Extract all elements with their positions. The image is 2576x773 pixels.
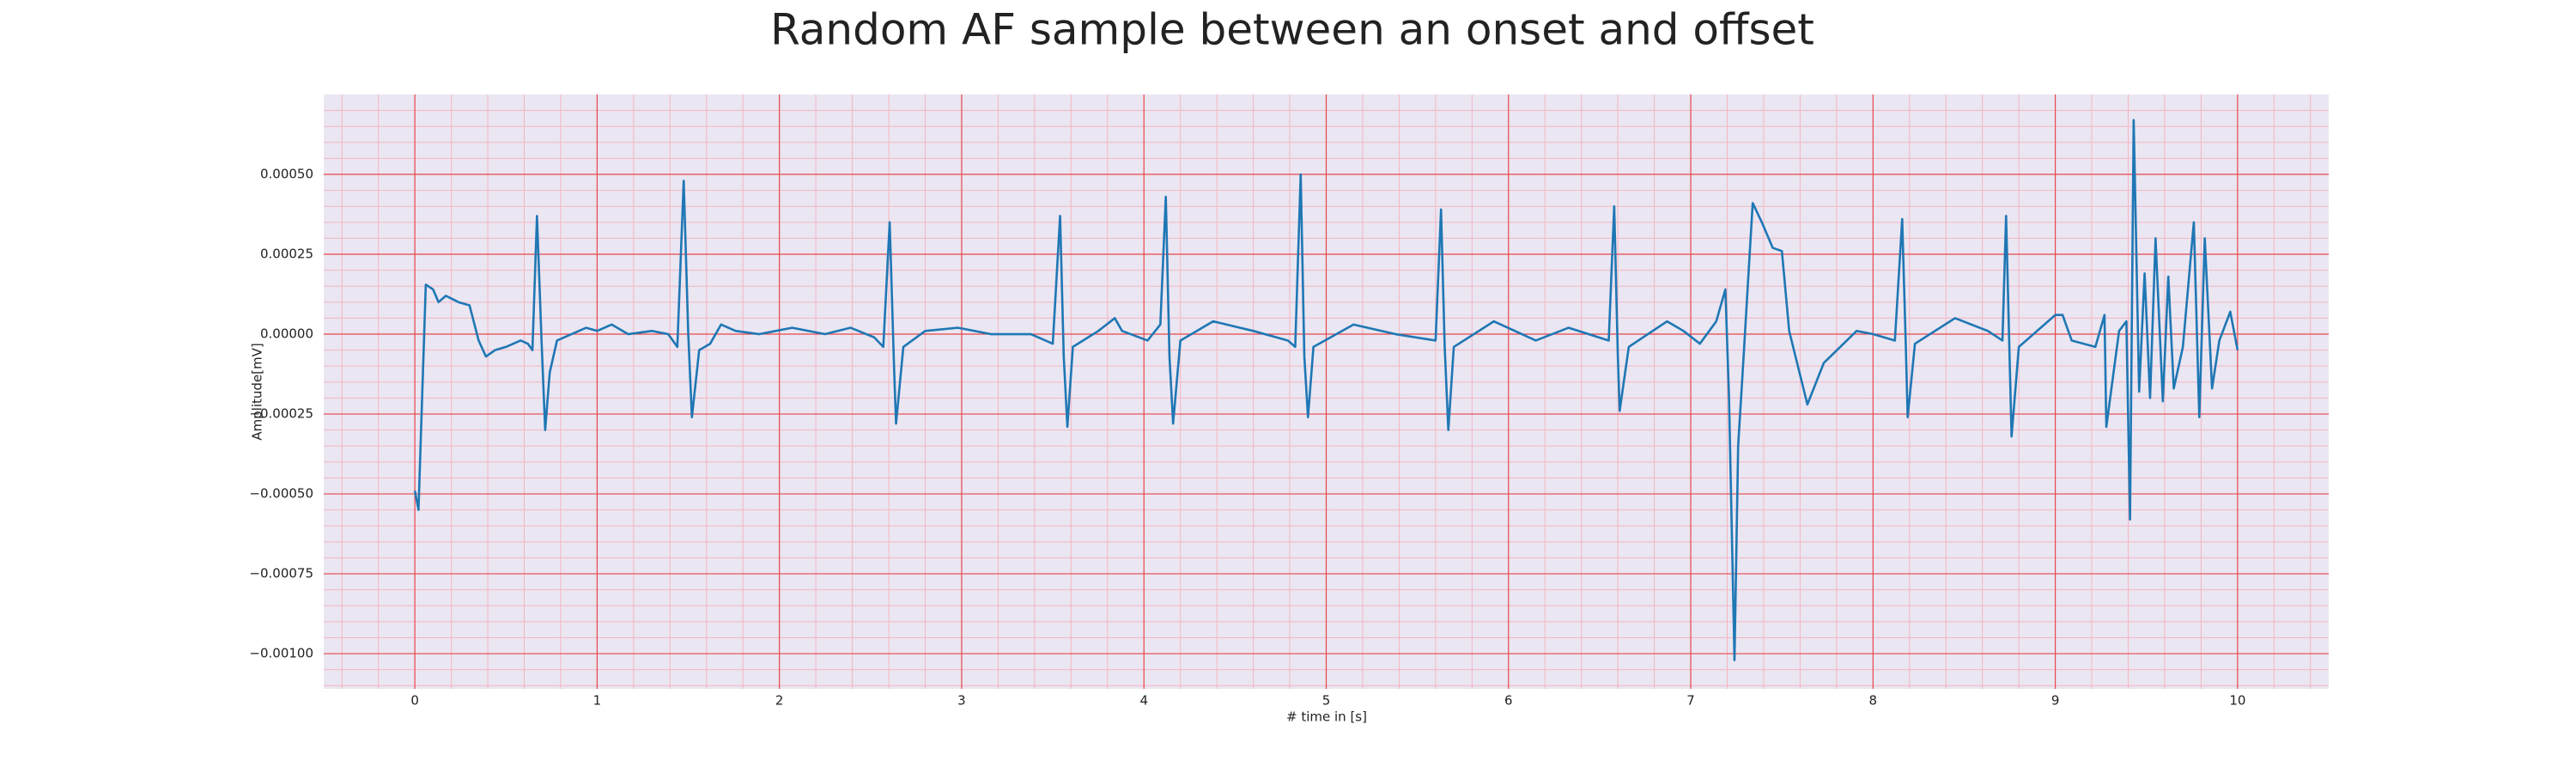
x-tick-label: 1 xyxy=(593,693,602,709)
y-tick-label: 0.00050 xyxy=(260,167,313,182)
y-tick-label: −0.00100 xyxy=(249,646,313,661)
x-axis-label: # time in [s] xyxy=(1286,709,1367,725)
y-tick-label: 0.00000 xyxy=(260,326,313,342)
x-tick-label: 6 xyxy=(1504,693,1513,709)
x-tick-label: 10 xyxy=(2229,693,2245,709)
y-tick-label: −0.00050 xyxy=(249,486,313,502)
x-tick-label: 0 xyxy=(410,693,419,709)
x-tick-label: 3 xyxy=(957,693,966,709)
x-tick-label: 2 xyxy=(775,693,784,709)
x-tick-label: 8 xyxy=(1869,693,1878,709)
y-tick-label: −0.00025 xyxy=(249,406,313,422)
x-tick-label: 4 xyxy=(1139,693,1148,709)
x-tick-label: 9 xyxy=(2051,693,2060,709)
y-axis-label: Amplitude[mV] xyxy=(250,343,265,440)
x-tick-label: 7 xyxy=(1686,693,1695,709)
signal-line xyxy=(413,119,2239,661)
y-tick-label: −0.00075 xyxy=(249,566,313,581)
chart-title: Random AF sample between an onset and of… xyxy=(770,5,1814,55)
y-tick-label: 0.00025 xyxy=(260,247,313,262)
x-tick-label: 5 xyxy=(1322,693,1331,709)
